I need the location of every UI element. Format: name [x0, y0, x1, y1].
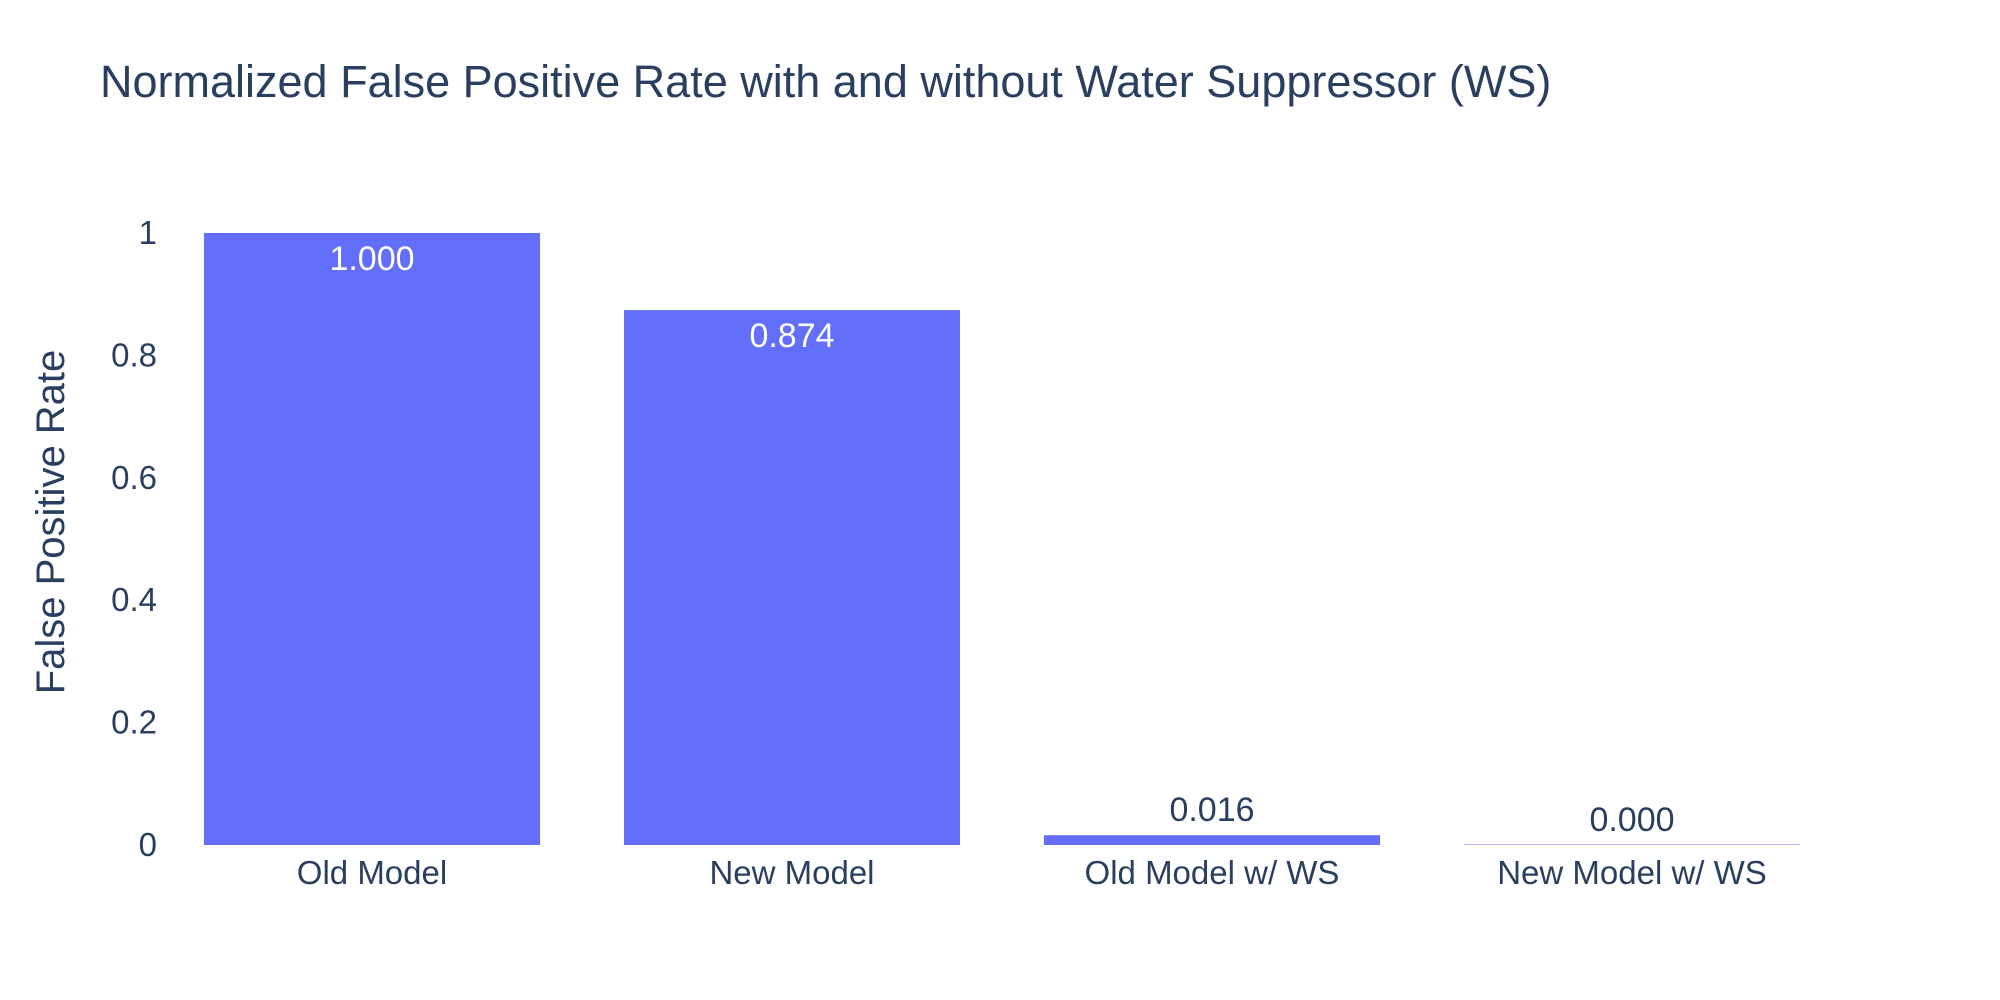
- bar-value-label: 0.000: [1589, 801, 1674, 839]
- x-tick-label: Old Model w/ WS: [1085, 854, 1340, 891]
- x-tick-label: Old Model: [297, 854, 447, 891]
- y-tick-label: 0.4: [111, 581, 157, 618]
- bar-value-label: 0.874: [749, 317, 834, 355]
- bar-value-label: 0.016: [1169, 791, 1254, 829]
- y-axis-ticks: 0 0.2 0.4 0.6 0.8 1: [111, 214, 157, 863]
- y-axis-title: False Positive Rate: [29, 350, 73, 695]
- x-tick-label: New Model w/ WS: [1497, 854, 1767, 891]
- x-axis-ticks: Old Model New Model Old Model w/ WS New Mod…: [297, 854, 1767, 891]
- y-tick-label: 0: [139, 826, 157, 863]
- bar-value-labels: 1.000 0.874 0.016 0.000: [329, 240, 1674, 839]
- chart-title: Normalized False Positive Rate with and …: [100, 56, 1551, 107]
- y-tick-label: 0.6: [111, 459, 157, 496]
- y-tick-label: 1: [139, 214, 157, 251]
- y-tick-label: 0.8: [111, 336, 157, 373]
- bar-new-model-w-ws: [1464, 844, 1800, 845]
- bar-value-label: 1.000: [329, 240, 414, 278]
- bar-old-model-w-ws: [1044, 835, 1380, 845]
- bar-new-model: [624, 310, 960, 845]
- x-tick-label: New Model: [709, 854, 874, 891]
- bars: [204, 233, 1800, 845]
- y-tick-label: 0.2: [111, 704, 157, 741]
- bar-old-model: [204, 233, 540, 845]
